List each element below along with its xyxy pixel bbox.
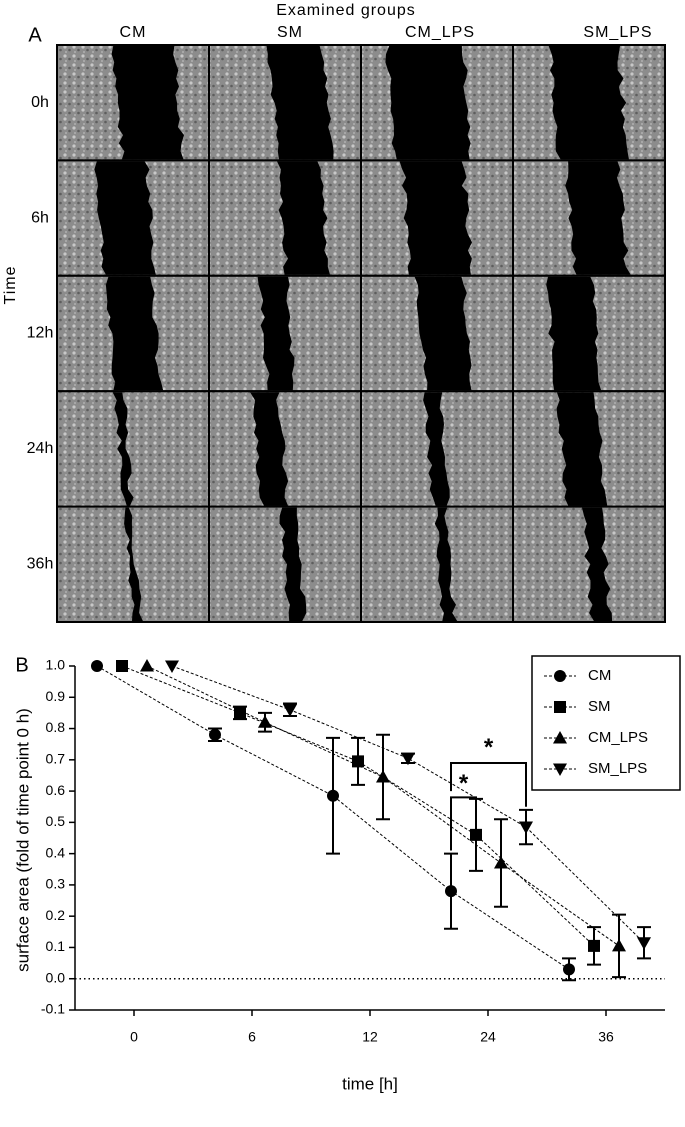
legend: CM SM CM_LPS SM_LPS xyxy=(531,655,681,791)
data-point xyxy=(494,856,508,869)
scratch-gap xyxy=(250,392,289,506)
image-grid xyxy=(56,44,666,624)
row-label: 12h xyxy=(27,325,54,342)
y-tick-label: 0.6 xyxy=(46,782,66,798)
y-tick-label: 0.7 xyxy=(46,751,66,767)
legend-label: SM xyxy=(588,698,611,715)
scratch-gap xyxy=(385,46,471,160)
scratch-gap xyxy=(105,276,164,391)
data-point xyxy=(209,728,221,741)
scratch-gap xyxy=(546,276,602,391)
scratch-gap xyxy=(277,161,330,275)
data-point xyxy=(519,821,533,835)
data-point xyxy=(327,789,339,802)
scratch-gap xyxy=(399,161,472,275)
panel-title: Examined groups xyxy=(276,2,416,19)
series-line xyxy=(121,665,595,947)
data-point xyxy=(376,770,390,783)
data-point xyxy=(563,963,575,976)
y-axis-label: surface area (fold of time point 0 h) xyxy=(13,708,32,972)
column-label: CM_LPS xyxy=(405,24,475,41)
scratch-gap xyxy=(111,46,184,160)
series-line xyxy=(96,665,570,970)
x-tick-label: 12 xyxy=(362,1029,378,1045)
data-point xyxy=(445,885,457,898)
panel-label: A xyxy=(28,24,42,46)
data-point xyxy=(165,660,179,673)
y-tick-label: 0.1 xyxy=(46,938,66,954)
significance-label: * xyxy=(484,734,494,761)
y-tick-label: -0.1 xyxy=(41,1001,65,1017)
legend-marker xyxy=(553,731,567,744)
scratch-gap xyxy=(565,161,631,275)
column-label: SM_LPS xyxy=(583,24,652,41)
scratch-gap xyxy=(112,392,134,506)
scratch-gap xyxy=(124,507,143,621)
x-axis-label: time [h] xyxy=(342,1074,398,1093)
panel-label: B xyxy=(15,654,28,676)
legend-label: CM xyxy=(588,667,611,684)
significance-label: * xyxy=(459,770,469,797)
data-point xyxy=(637,937,651,950)
legend-marker xyxy=(554,670,566,682)
x-tick-label: 36 xyxy=(598,1029,614,1045)
y-tick-label: 0.5 xyxy=(46,813,66,829)
data-point xyxy=(91,660,103,672)
x-tick-label: 24 xyxy=(480,1029,496,1045)
row-label: 6h xyxy=(31,209,49,226)
scratch-gap xyxy=(434,507,458,621)
data-point xyxy=(401,752,415,766)
data-point xyxy=(612,938,626,952)
legend-label: SM_LPS xyxy=(588,760,647,777)
scratch-gap xyxy=(279,507,307,621)
scratch-gap xyxy=(266,46,334,160)
row-axis-label: Time xyxy=(2,266,19,305)
data-point xyxy=(234,706,246,719)
legend-marker xyxy=(554,701,566,713)
data-point xyxy=(116,660,128,672)
scratch-gap xyxy=(556,392,608,506)
data-point xyxy=(352,755,364,768)
y-tick-label: 0.0 xyxy=(46,969,66,985)
data-point xyxy=(470,828,482,841)
legend-marker xyxy=(553,763,567,776)
column-label: SM xyxy=(277,24,303,41)
data-point xyxy=(258,715,272,728)
scratch-gap xyxy=(257,276,295,391)
micrograph xyxy=(56,390,210,508)
y-tick-label: 0.8 xyxy=(46,719,66,735)
row-label: 36h xyxy=(27,556,54,573)
significance-bracket xyxy=(450,761,527,807)
data-point xyxy=(588,939,600,952)
legend-label: CM_LPS xyxy=(588,729,648,746)
scratch-gap xyxy=(548,46,629,160)
scratch-gap xyxy=(582,507,613,621)
grid-border xyxy=(56,44,666,623)
data-point xyxy=(140,659,154,672)
row-label: 0h xyxy=(31,94,49,111)
data-point xyxy=(283,704,297,717)
scratch-gap xyxy=(414,276,472,391)
y-tick-label: 0.3 xyxy=(46,876,66,892)
significance-bracket xyxy=(450,796,477,851)
scratch-gap xyxy=(423,392,450,506)
x-tick-label: 6 xyxy=(248,1029,256,1045)
column-label: CM xyxy=(120,24,147,41)
y-tick-label: 0.9 xyxy=(46,688,66,704)
x-tick-label: 0 xyxy=(130,1029,138,1045)
y-tick-label: 0.4 xyxy=(46,844,66,860)
row-label: 24h xyxy=(27,440,54,457)
y-tick-label: 1.0 xyxy=(46,657,66,673)
series-line xyxy=(171,665,645,944)
scratch-gap xyxy=(94,161,156,275)
y-tick-label: 0.2 xyxy=(46,907,66,923)
